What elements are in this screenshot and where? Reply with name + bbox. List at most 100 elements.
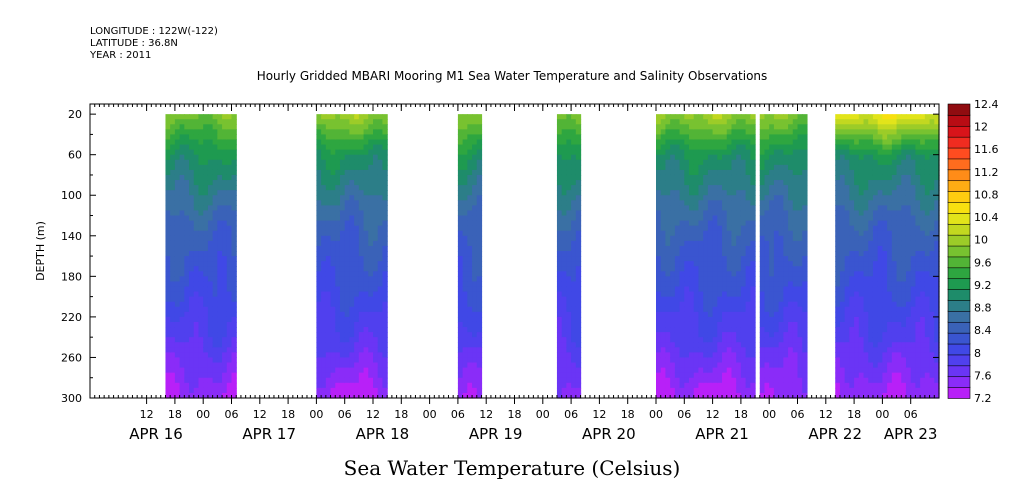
- heatmap-cell: [769, 382, 775, 389]
- heatmap-cell: [877, 139, 883, 146]
- heatmap-cell: [179, 296, 185, 303]
- heatmap-cell: [722, 367, 728, 374]
- heatmap-cell: [910, 332, 917, 338]
- heatmap-cell: [698, 281, 704, 288]
- heatmap-cell: [189, 337, 195, 343]
- heatmap-cell: [868, 225, 874, 232]
- heatmap-cell: [915, 281, 921, 288]
- heatmap-cell: [674, 235, 681, 242]
- heatmap-cell: [764, 215, 770, 222]
- heatmap-cell: [656, 266, 662, 272]
- heatmap-cell: [736, 296, 742, 303]
- heatmap-cell: [759, 195, 766, 201]
- heatmap-cell: [887, 205, 893, 212]
- heatmap-cell: [674, 256, 681, 262]
- heatmap-cell: [877, 261, 883, 267]
- heatmap-cell: [905, 159, 912, 166]
- heatmap-cell: [731, 240, 737, 247]
- heatmap-cell: [797, 271, 803, 277]
- heatmap-cell: [679, 124, 685, 130]
- heatmap-cell: [684, 134, 690, 141]
- heatmap-cell: [556, 195, 563, 201]
- heatmap-cell: [571, 256, 577, 262]
- heatmap-cell: [193, 190, 200, 196]
- heatmap-cell: [330, 200, 336, 206]
- heatmap-cell: [839, 200, 846, 206]
- heatmap-cell: [726, 337, 733, 343]
- heatmap-cell: [736, 387, 742, 394]
- heatmap-cell: [726, 387, 733, 394]
- heatmap-cell: [212, 347, 218, 353]
- heatmap-cell: [839, 256, 846, 262]
- heatmap-cell: [457, 200, 464, 206]
- heatmap-cell: [882, 372, 888, 379]
- heatmap-cell: [660, 154, 667, 161]
- heatmap-cell: [368, 235, 374, 242]
- heatmap-cell: [835, 185, 841, 191]
- heatmap-cell: [844, 392, 850, 399]
- heatmap-cell: [457, 215, 464, 222]
- heatmap-cell: [863, 316, 869, 323]
- heatmap-cell: [915, 291, 921, 298]
- heatmap-cell: [174, 139, 181, 146]
- heatmap-cell: [467, 311, 473, 318]
- heatmap-cell: [170, 347, 176, 353]
- heatmap-cell: [231, 286, 237, 293]
- heatmap-cell: [226, 220, 233, 227]
- heatmap-cell: [184, 119, 190, 125]
- heatmap-cell: [901, 271, 907, 277]
- heatmap-cell: [222, 154, 228, 161]
- heatmap-cell: [736, 306, 742, 313]
- heatmap-cell: [905, 316, 912, 323]
- heatmap-cell: [858, 119, 865, 125]
- heatmap-cell: [854, 134, 860, 141]
- heatmap-cell: [891, 382, 898, 389]
- heatmap-cell: [891, 291, 898, 298]
- heatmap-cell: [896, 332, 902, 338]
- heatmap-cell: [839, 235, 846, 242]
- heatmap-cell: [750, 174, 756, 181]
- heatmap-cell: [920, 124, 926, 130]
- heatmap-cell: [712, 367, 718, 374]
- heatmap-cell: [377, 291, 384, 298]
- heatmap-cell: [330, 114, 336, 120]
- heatmap-cell: [226, 347, 233, 353]
- heatmap-cell: [802, 134, 808, 141]
- heatmap-cell: [792, 134, 799, 141]
- heatmap-cell: [368, 205, 374, 212]
- heatmap-cell: [872, 362, 879, 369]
- heatmap-cell: [712, 114, 718, 120]
- heatmap-cell: [707, 154, 714, 161]
- heatmap-cell: [726, 316, 733, 323]
- heatmap-cell: [773, 220, 780, 227]
- heatmap-cell: [764, 377, 770, 384]
- heatmap-cell: [849, 332, 855, 338]
- heatmap-cell: [740, 251, 747, 257]
- heatmap-cell: [891, 306, 898, 313]
- heatmap-cell: [783, 129, 789, 136]
- heatmap-cell: [335, 245, 341, 252]
- heatmap-cell: [844, 296, 850, 303]
- heatmap-cell: [193, 251, 200, 257]
- heatmap-cell: [773, 190, 780, 196]
- heatmap-cell: [316, 180, 322, 186]
- heatmap-cell: [665, 164, 671, 171]
- heatmap-cell: [726, 159, 733, 166]
- heatmap-cell: [571, 337, 577, 343]
- heatmap-cell: [354, 124, 360, 130]
- heatmap-cell: [170, 342, 176, 348]
- heatmap-cell: [571, 251, 577, 257]
- heatmap-cell: [849, 377, 855, 384]
- heatmap-cell: [778, 362, 784, 369]
- heatmap-cell: [330, 367, 336, 374]
- heatmap-cell: [915, 185, 921, 191]
- heatmap-cell: [717, 200, 723, 206]
- heatmap-cell: [575, 169, 582, 176]
- heatmap-cell: [203, 382, 209, 389]
- heatmap-cell: [212, 357, 218, 364]
- heatmap-cell: [203, 240, 209, 247]
- heatmap-cell: [476, 311, 483, 318]
- heatmap-cell: [740, 392, 747, 399]
- heatmap-cell: [783, 169, 789, 176]
- heatmap-cell: [189, 149, 195, 156]
